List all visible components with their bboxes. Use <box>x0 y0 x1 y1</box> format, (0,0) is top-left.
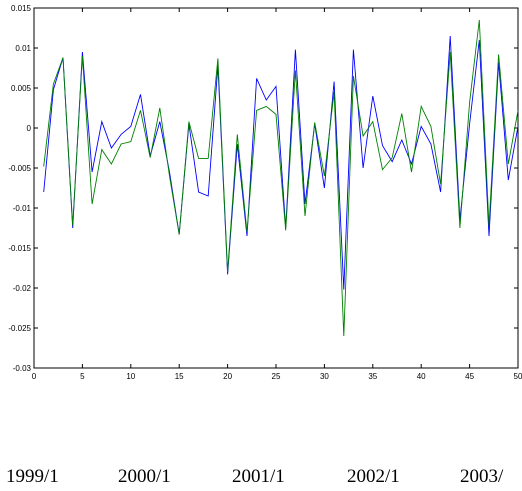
x-tick-label: 25 <box>272 372 281 381</box>
y-tick-label: -0.005 <box>8 164 31 173</box>
date-label: 1999/1 <box>6 466 59 487</box>
x-tick-label: 50 <box>514 372 522 381</box>
y-axis: 0.015 0.01 0.005 0 -0.005 -0.01 -0.015 -0.02 -0.… <box>8 4 518 373</box>
x-tick-label: 20 <box>223 372 232 381</box>
series-lines <box>43 19 519 337</box>
date-label: 2002/1 <box>347 466 400 487</box>
y-tick-label: -0.03 <box>13 364 32 373</box>
date-label: 2000/1 <box>118 466 171 487</box>
y-tick-label: 0.01 <box>15 44 31 53</box>
x-tick-label: 5 <box>80 372 85 381</box>
x-tick-label: 0 <box>32 372 37 381</box>
x-tick-label: 35 <box>368 372 377 381</box>
x-axis: 0 5 10 15 20 25 30 35 40 45 50 <box>32 8 522 381</box>
x-tick-label: 45 <box>465 372 474 381</box>
x-tick-label: 40 <box>417 372 426 381</box>
plot-frame <box>33 7 519 369</box>
date-labels-row: 1999/1 2000/1 2001/1 2002/1 2003/ <box>6 466 504 487</box>
y-tick-label: 0 <box>27 124 32 133</box>
series-line-1 <box>43 35 519 290</box>
y-tick-label: -0.02 <box>13 284 32 293</box>
series-line-2 <box>43 19 519 337</box>
date-label: 2001/1 <box>232 466 285 487</box>
x-tick-label: 15 <box>175 372 184 381</box>
y-tick-label: 0.005 <box>11 84 32 93</box>
date-label: 2003/ <box>460 466 504 487</box>
x-tick-label: 30 <box>320 372 329 381</box>
y-tick-label: -0.015 <box>8 244 31 253</box>
y-tick-label: 0.015 <box>11 4 32 13</box>
y-tick-label: -0.025 <box>8 324 31 333</box>
x-tick-label: 10 <box>126 372 135 381</box>
y-tick-label: -0.01 <box>13 204 32 213</box>
